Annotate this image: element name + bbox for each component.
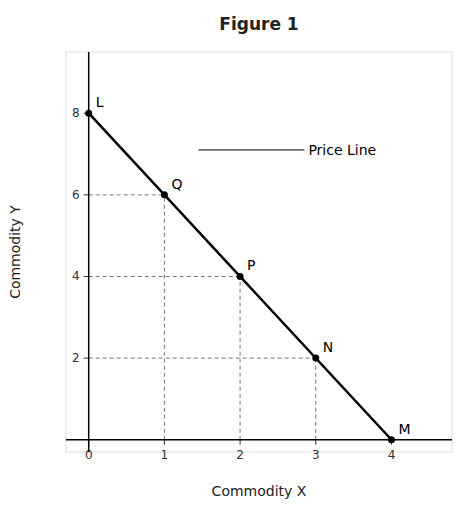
x-axis-label: Commodity X bbox=[212, 483, 307, 499]
drop-line-vertical bbox=[164, 195, 165, 440]
annotation: Price Line bbox=[308, 142, 376, 158]
point-label: P bbox=[247, 257, 255, 273]
x-tick-label: 3 bbox=[312, 448, 320, 462]
drop-line-vertical bbox=[315, 358, 316, 440]
y-axis bbox=[88, 52, 90, 452]
y-tick-label: 2 bbox=[72, 351, 80, 365]
point-label: N bbox=[323, 339, 333, 355]
drop-line-horizontal bbox=[89, 276, 240, 277]
drop-line-horizontal bbox=[89, 358, 316, 359]
title: Figure 1 bbox=[219, 14, 298, 34]
drop-line-horizontal bbox=[89, 194, 165, 195]
point-label: Q bbox=[171, 176, 182, 192]
x-tick-label: 1 bbox=[161, 448, 169, 462]
point-label: L bbox=[96, 94, 104, 110]
y-tick-label: 4 bbox=[72, 269, 80, 283]
plot-marks bbox=[85, 110, 395, 444]
point bbox=[237, 273, 244, 280]
x-tick-label: 2 bbox=[236, 448, 244, 462]
point bbox=[312, 355, 319, 362]
y-tick-label: 6 bbox=[72, 188, 80, 202]
y-axis-label: Commodity Y bbox=[7, 205, 23, 299]
plot-frame bbox=[66, 52, 452, 452]
point bbox=[161, 191, 168, 198]
drop-line-vertical bbox=[240, 276, 241, 439]
point-label: M bbox=[398, 421, 410, 437]
y-tick-label: 8 bbox=[72, 106, 80, 120]
price-line bbox=[89, 113, 392, 440]
chart: Figure 1012342468Commodity XCommodity YL… bbox=[0, 0, 474, 514]
x-tick-label: 4 bbox=[388, 448, 396, 462]
annotation-connector bbox=[198, 149, 304, 150]
x-axis bbox=[66, 439, 452, 441]
